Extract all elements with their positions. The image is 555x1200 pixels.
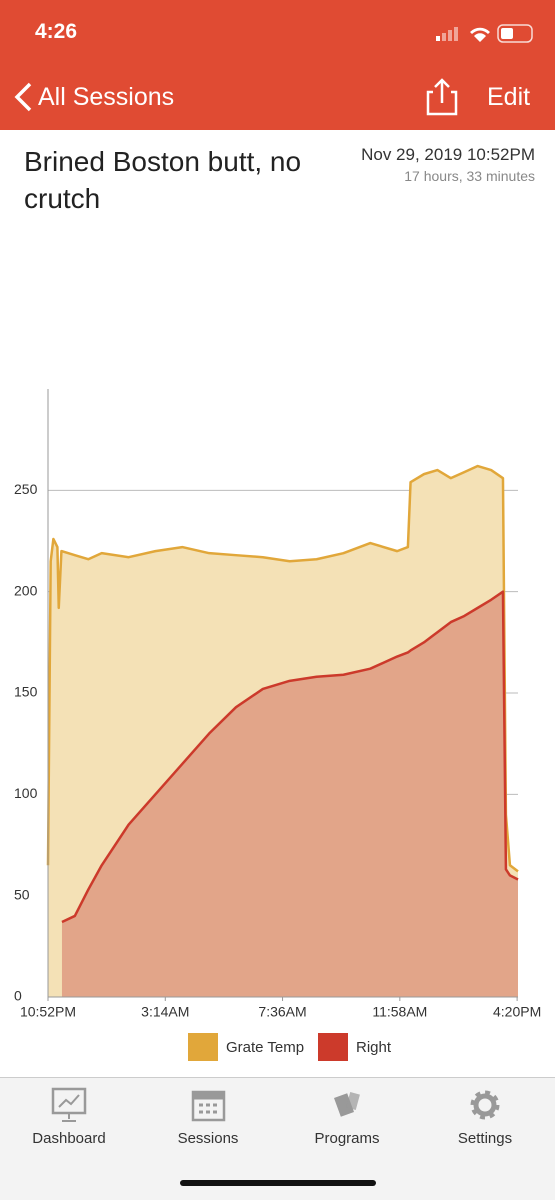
tab-bar	[0, 1077, 555, 1200]
y-tick-label: 200	[14, 582, 38, 598]
legend-label: Grate Temp	[226, 1039, 304, 1056]
legend-swatch	[318, 1033, 348, 1061]
y-tick-label: 250	[14, 481, 38, 497]
back-chevron[interactable]	[14, 82, 32, 112]
x-tick-label: 11:58AM	[372, 1004, 427, 1020]
tab-label[interactable]: Sessions	[178, 1130, 239, 1147]
x-tick-label: 3:14AM	[141, 1004, 189, 1020]
back-button[interactable]: All Sessions	[38, 83, 175, 111]
session-duration: 17 hours, 33 minutes	[404, 168, 535, 184]
legend-label: Right	[356, 1039, 392, 1056]
status-time: 4:26	[35, 20, 78, 43]
status-icons	[436, 24, 533, 43]
y-tick-label: 150	[14, 684, 38, 700]
x-tick-label: 4:20PM	[493, 1004, 541, 1020]
session-date: Nov 29, 2019 10:52PM	[361, 145, 535, 164]
tab-label[interactable]: Settings	[458, 1130, 512, 1147]
session-title: Brined Boston butt, no crutch	[24, 146, 302, 214]
series-line	[46, 464, 519, 873]
y-tick-label: 50	[14, 886, 30, 902]
tab-label[interactable]: Programs	[314, 1130, 379, 1147]
share-icon[interactable]	[426, 78, 458, 116]
tab-label[interactable]: Dashboard	[32, 1130, 105, 1147]
y-tick-label: 0	[14, 988, 22, 1004]
series-line	[61, 590, 519, 924]
area-fill	[61, 591, 519, 997]
tab-icons	[51, 1087, 500, 1122]
edit-button[interactable]: Edit	[487, 83, 531, 111]
y-tick-label: 100	[14, 785, 38, 801]
x-tick-label: 10:52PM	[20, 1004, 76, 1020]
home-indicator	[180, 1180, 376, 1186]
x-tick-label: 7:36AM	[258, 1004, 306, 1020]
legend-swatch	[188, 1033, 218, 1061]
top-bar	[0, 0, 555, 130]
